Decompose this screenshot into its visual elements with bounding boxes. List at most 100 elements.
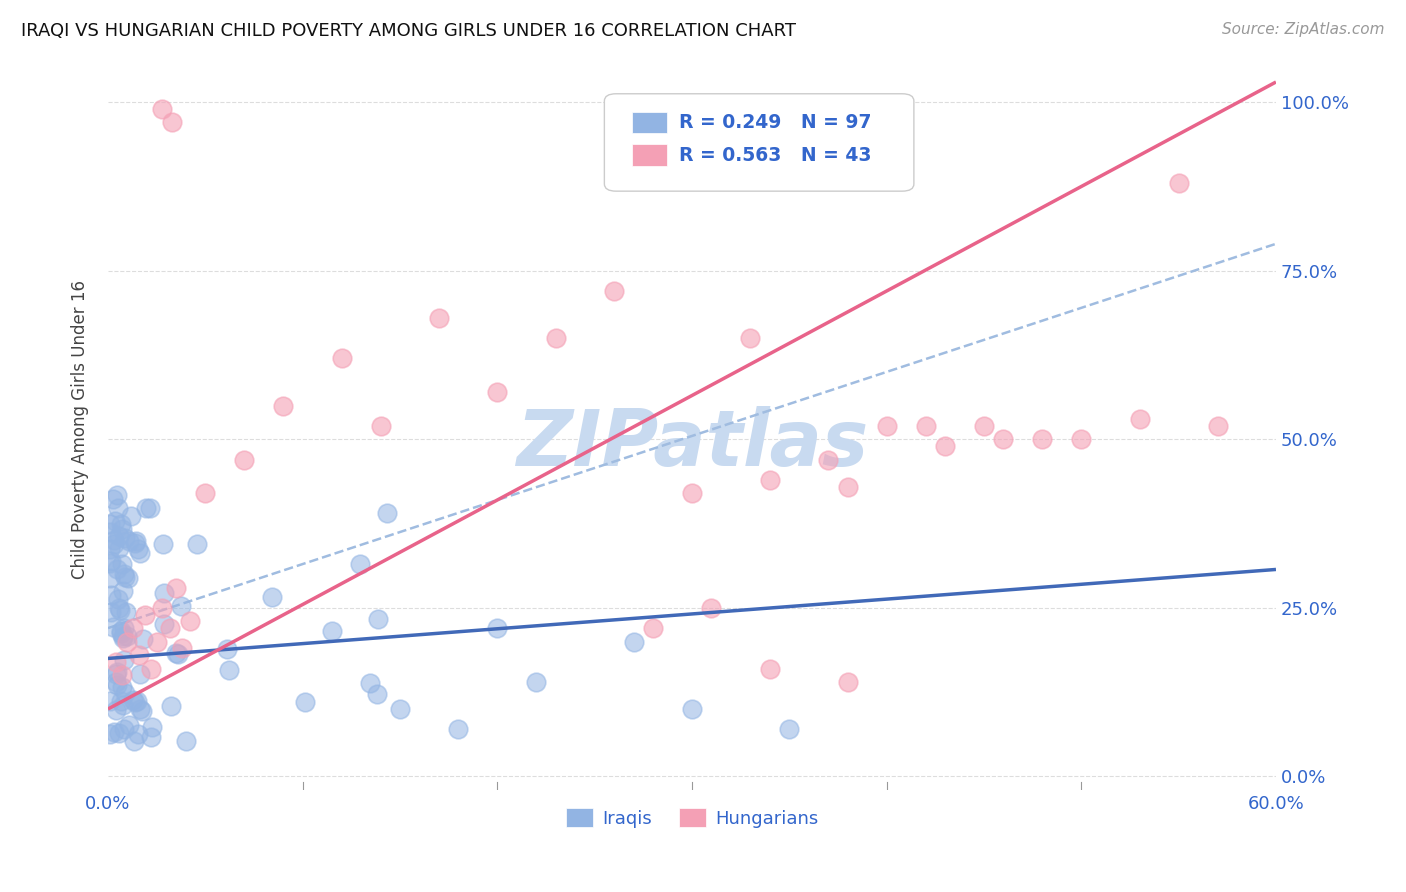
Point [122,734,145,748]
Point [107,529,129,543]
Point [170,641,193,656]
Point [107,592,129,607]
Point [114,531,136,545]
Point [127,542,149,557]
Point [271,399,294,413]
Point [759,662,782,676]
Point [122,693,145,707]
Point [139,500,162,515]
Point [104,666,127,681]
Point [603,284,626,298]
Point [973,418,995,433]
Point [837,479,859,493]
Point [330,351,353,366]
Point [100,605,122,619]
Point [1070,433,1092,447]
Point [681,486,703,500]
Point [681,702,703,716]
Point [152,102,174,116]
Point [486,385,509,400]
Point [139,662,162,676]
Point [1031,433,1053,447]
Point [160,115,183,129]
Point [110,693,132,707]
Text: ZIPatlas: ZIPatlas [516,406,868,482]
Point [124,695,146,709]
Point [641,621,664,635]
Point [98,541,121,556]
Point [165,646,187,660]
Point [110,603,132,617]
Point [165,581,187,595]
FancyBboxPatch shape [633,145,668,166]
Point [1167,176,1189,190]
Point [128,667,150,681]
Point [100,554,122,568]
Point [1129,412,1152,426]
Point [349,557,371,571]
Point [111,680,134,694]
Point [623,634,645,648]
Point [174,733,197,747]
Point [112,653,135,667]
Point [117,634,139,648]
Y-axis label: Child Poverty Among Girls Under 16: Child Poverty Among Girls Under 16 [72,280,89,579]
Point [1206,418,1229,433]
Point [153,586,176,600]
Point [98,557,121,571]
Point [135,501,157,516]
Text: R = 0.563   N = 43: R = 0.563 N = 43 [679,145,872,165]
Point [934,439,956,453]
Point [100,589,122,603]
Point [194,486,217,500]
Point [170,599,193,613]
Point [98,571,121,585]
Point [233,452,256,467]
Point [110,668,132,682]
FancyBboxPatch shape [633,112,668,134]
Point [118,534,141,549]
Point [159,621,181,635]
Point [118,718,141,732]
Point [159,698,181,713]
Point [524,675,547,690]
Point [103,537,125,551]
Point [105,675,128,690]
Point [114,570,136,584]
Point [98,727,121,741]
Text: Source: ZipAtlas.com: Source: ZipAtlas.com [1222,22,1385,37]
Point [111,698,134,713]
Point [115,606,138,620]
Point [388,702,411,716]
Point [447,723,470,737]
Point [103,533,125,547]
Point [105,678,128,692]
Point [108,725,131,739]
Point [111,629,134,643]
Point [125,534,148,549]
Point [215,642,238,657]
Point [700,600,723,615]
Point [139,730,162,744]
Point [128,648,150,662]
Point [127,727,149,741]
Point [152,600,174,615]
Point [359,676,381,690]
Point [262,590,284,604]
Point [145,634,167,648]
Point [179,615,201,629]
Point [427,310,450,325]
FancyBboxPatch shape [605,94,914,191]
Point [837,675,859,690]
Point [125,694,148,708]
Point [104,515,127,529]
Point [103,724,125,739]
Point [370,418,392,433]
Point [186,537,208,551]
Point [124,536,146,550]
Point [104,655,127,669]
Point [117,571,139,585]
Point [112,722,135,736]
Point [110,516,132,531]
Point [294,695,316,709]
